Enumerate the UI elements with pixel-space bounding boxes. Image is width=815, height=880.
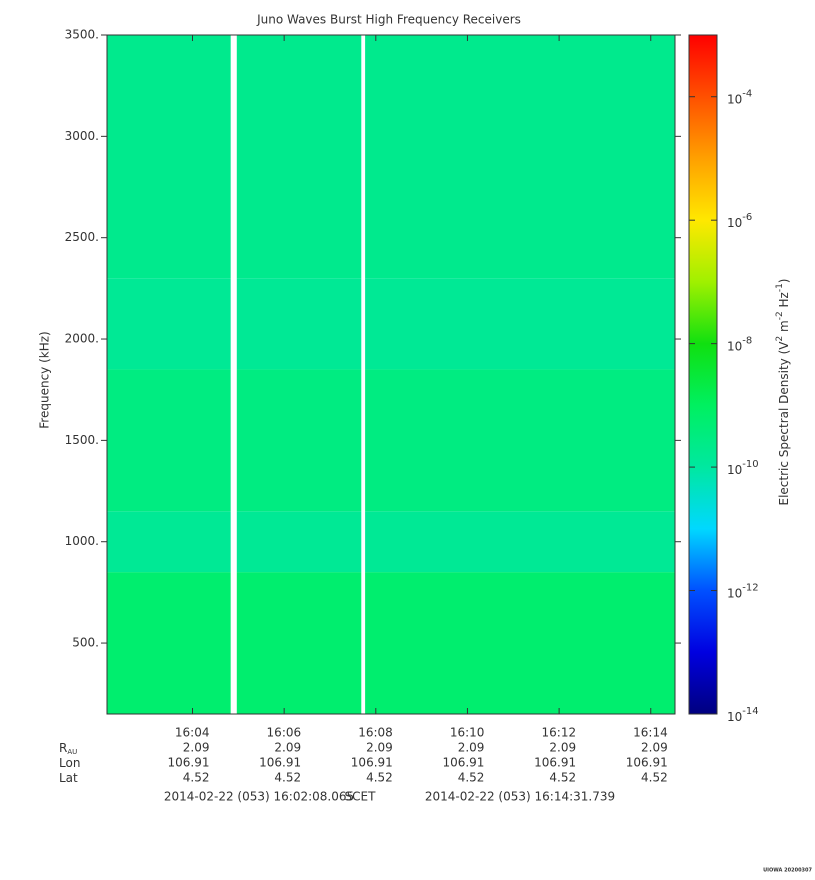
ephemeris-value: 2.09 [458, 741, 485, 755]
y-tick-label: 1000. [65, 534, 99, 548]
ephemeris-value: 106.91 [351, 756, 393, 770]
colorbar-tick-label: 10-12 [727, 583, 759, 601]
x-tick-label: 16:12 [542, 726, 577, 740]
colorbar-tick-label: 10-10 [727, 459, 759, 477]
y-tick-label: 3500. [65, 28, 99, 42]
colorbar-tick-exponent: -10 [742, 459, 758, 470]
ephemeris-value: 4.52 [641, 771, 668, 785]
colorbar-tick-base: 10 [727, 710, 742, 724]
spectrogram-cell [365, 572, 675, 714]
colorbar-label-sup: -1 [775, 283, 785, 292]
colorbar-tick-label: 10-14 [727, 706, 759, 724]
x-tick-label: 16:14 [633, 726, 668, 740]
ephemeris-value: 106.91 [442, 756, 484, 770]
colorbar-tick-exponent: -6 [742, 212, 752, 223]
y-tick-label: 500. [72, 636, 99, 650]
ephemeris-value: 4.52 [458, 771, 485, 785]
y-tick-label: 1500. [65, 433, 99, 447]
colorbar-label-text: ) [777, 278, 791, 283]
ephemeris-value: 106.91 [259, 756, 301, 770]
ephemeris-value: 4.52 [274, 771, 301, 785]
footer-scet: SCET [345, 790, 377, 804]
colorbar-tick-exponent: -14 [742, 706, 758, 717]
footer-end: 2014-02-22 (053) 16:14:31.739 [425, 790, 615, 804]
ephemeris-value: 2.09 [183, 741, 210, 755]
ephemeris-label-main: Lon [59, 756, 80, 770]
colorbar-label-text: m [777, 320, 791, 336]
y-tick-label: 2000. [65, 332, 99, 346]
stamp: UIOWA 20200307 [763, 868, 812, 874]
ephemeris-label-sub: AU [67, 748, 77, 756]
spectrogram-cell [107, 511, 231, 573]
ephemeris-value: 4.52 [366, 771, 393, 785]
colorbar-tick-base: 10 [727, 463, 742, 477]
ephemeris-value: 4.52 [549, 771, 576, 785]
spectrogram-cell [107, 278, 231, 370]
spectrogram-cell [365, 35, 675, 279]
colorbar-tick-exponent: -12 [742, 583, 758, 594]
spectrogram-cell [107, 572, 231, 714]
spectrogram-cell [365, 369, 675, 512]
colorbar-tick-label: 10-8 [727, 336, 752, 354]
colorbar-tick-label: 10-6 [727, 212, 752, 230]
spectrogram-cell [107, 369, 231, 512]
x-tick-label: 16:08 [358, 726, 393, 740]
spectrogram-cell [236, 572, 362, 714]
ephemeris-label: Lon [59, 756, 80, 770]
ephemeris-value: 2.09 [366, 741, 393, 755]
colorbar-label-text: Electric Spectral Density (V [777, 341, 791, 506]
colorbar [688, 34, 718, 715]
colorbar-tick-base: 10 [727, 216, 742, 230]
colorbar-tick-base: 10 [727, 339, 742, 353]
colorbar-label: Electric Spectral Density (V2 m-2 Hz-1) [775, 278, 791, 505]
ephemeris-value: 106.91 [534, 756, 576, 770]
ephemeris-label-main: R [59, 741, 67, 755]
colorbar-tick-label: 10-4 [727, 89, 752, 107]
colorbar-tick-base: 10 [727, 586, 742, 600]
spectrogram-cell [107, 35, 231, 279]
spectrogram-cell [236, 511, 362, 573]
ephemeris-label-main: Lat [59, 771, 78, 785]
spectrogram-cell [365, 511, 675, 573]
ephemeris-value: 2.09 [274, 741, 301, 755]
ephemeris-value: 2.09 [641, 741, 668, 755]
x-tick-label: 16:10 [450, 726, 485, 740]
ephemeris-value: 106.91 [167, 756, 209, 770]
colorbar-tick-base: 10 [727, 92, 742, 106]
colorbar-label-sup: -2 [775, 311, 785, 320]
colorbar-tick-exponent: -8 [742, 336, 752, 347]
colorbar-label-text: Hz [777, 292, 791, 311]
chart-title: Juno Waves Burst High Frequency Receiver… [256, 13, 521, 27]
spectrogram-cell [236, 278, 362, 370]
colorbar-tick-exponent: -4 [742, 89, 752, 100]
spectrogram-cell [236, 369, 362, 512]
colorbar-label-sup: 2 [775, 336, 785, 342]
ephemeris-value: 106.91 [626, 756, 668, 770]
y-tick-label: 2500. [65, 230, 99, 244]
x-tick-label: 16:06 [267, 726, 302, 740]
ephemeris-label: Lat [59, 771, 78, 785]
ephemeris-label: RAU [59, 741, 77, 757]
ephemeris-value: 4.52 [183, 771, 210, 785]
y-tick-label: 3000. [65, 129, 99, 143]
plot-frame [106, 34, 676, 715]
x-tick-label: 16:04 [175, 726, 210, 740]
footer-start: 2014-02-22 (053) 16:02:08.065 [164, 790, 354, 804]
ephemeris-value: 2.09 [549, 741, 576, 755]
spectrogram-cell [236, 35, 362, 279]
y-axis-label: Frequency (kHz) [38, 331, 52, 428]
spectrogram-cell [365, 278, 675, 370]
